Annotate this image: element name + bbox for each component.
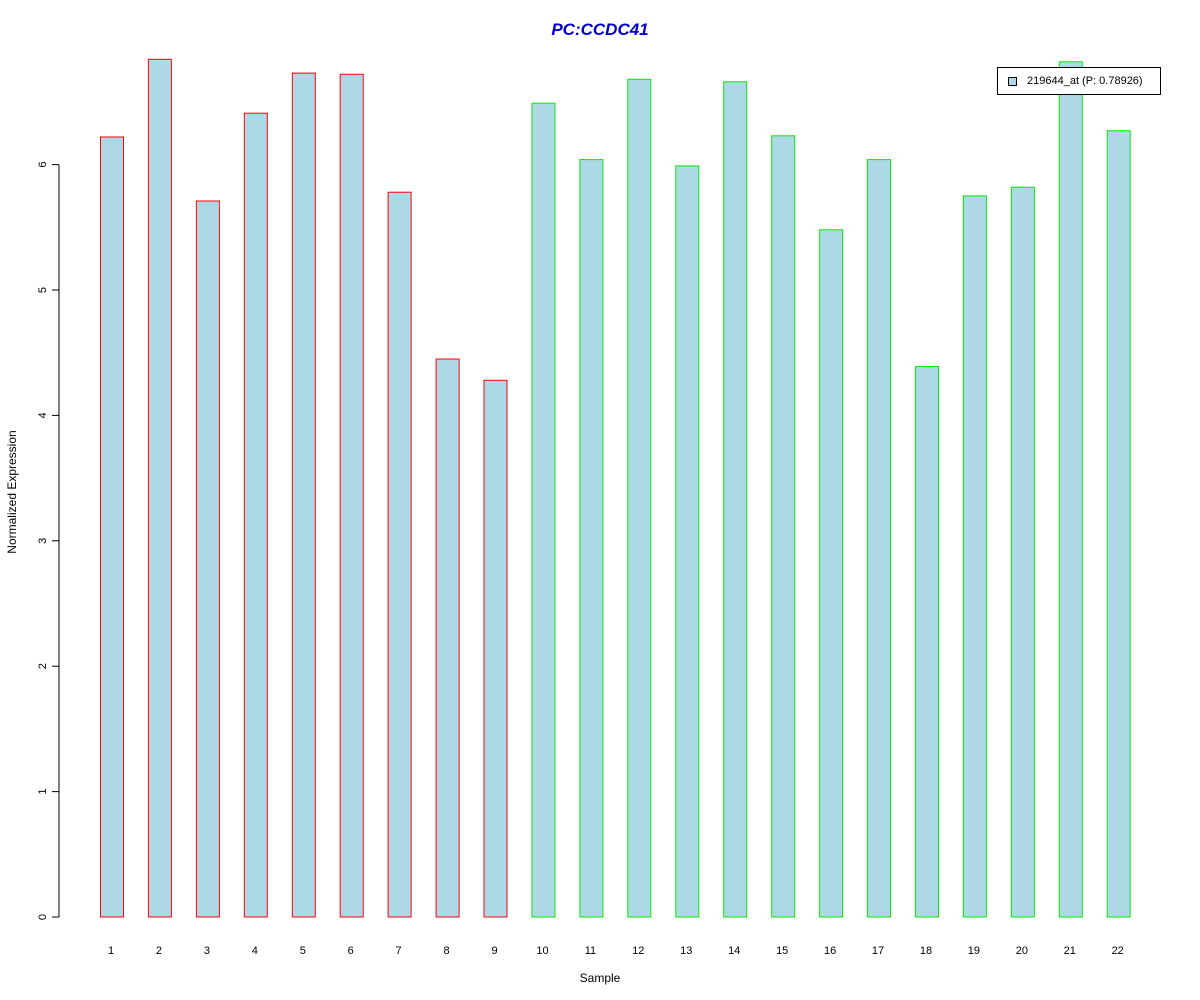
x-tick-label: 20 [1016, 945, 1028, 957]
x-tick-label: 7 [396, 945, 402, 957]
y-axis-label: Normalized Expression [5, 430, 19, 554]
x-tick-label: 11 [585, 945, 596, 957]
bar-sample-21 [1058, 61, 1083, 918]
bar-sample-19 [962, 195, 987, 918]
x-tick-label: 5 [300, 945, 306, 957]
x-tick-label: 6 [348, 945, 354, 957]
bar-sample-15 [771, 135, 796, 918]
bar-sample-14 [723, 81, 748, 918]
x-axis-label: Sample [579, 971, 621, 985]
bar-sample-7 [387, 191, 412, 918]
x-tick-label: 17 [872, 945, 884, 957]
x-tick-label: 12 [632, 945, 644, 957]
x-tick-label: 15 [776, 945, 788, 957]
y-tick-label: 3 [37, 538, 49, 544]
x-tick-label: 1 [108, 945, 114, 957]
bar-sample-6 [339, 73, 364, 918]
bar-sample-4 [243, 112, 268, 918]
legend: 219644_at (P: 0.78926) [997, 67, 1161, 95]
bar-sample-11 [579, 159, 604, 918]
legend-swatch [1008, 76, 1017, 86]
y-tick-label: 6 [37, 162, 49, 168]
y-tick-label: 1 [37, 789, 49, 795]
bar-sample-18 [915, 366, 939, 918]
bar-sample-1 [100, 136, 124, 918]
bar-sample-16 [819, 229, 844, 918]
bar-sample-20 [1010, 186, 1035, 918]
x-tick-label: 2 [156, 945, 162, 957]
bar-sample-5 [291, 72, 316, 918]
x-tick-label: 10 [536, 945, 548, 957]
bars [100, 58, 1131, 918]
bar-sample-22 [1106, 130, 1131, 918]
y-tick-label: 2 [37, 663, 49, 669]
bar-sample-17 [867, 159, 891, 918]
chart-title: PC:CCDC41 [551, 20, 649, 39]
y-tick-label: 0 [37, 914, 49, 920]
x-tick-label: 9 [491, 945, 497, 957]
x-tick-label: 21 [1064, 945, 1076, 957]
x-tick-label: 16 [824, 945, 836, 957]
x-tick-label: 13 [680, 945, 692, 957]
bar-sample-2 [147, 58, 172, 918]
bar-sample-9 [483, 379, 508, 918]
x-tick-label: 22 [1112, 945, 1124, 957]
y-tick-label: 4 [37, 412, 49, 418]
legend-label: 219644_at (P: 0.78926) [1027, 75, 1143, 87]
x-tick-label: 3 [204, 945, 210, 957]
x-tick-label: 19 [968, 945, 980, 957]
bar-sample-13 [675, 165, 700, 918]
x-tick-labels: 1 2 3 4 5 6 7 8 9 10 11 12 13 14 15 16 17 18 19 20 21 22 [108, 945, 1124, 957]
bar-sample-8 [435, 358, 460, 918]
bar-sample-10 [531, 102, 556, 918]
x-tick-label: 18 [920, 945, 932, 957]
x-tick-label: 8 [444, 945, 450, 957]
x-tick-label: 4 [252, 945, 258, 957]
bar-sample-3 [195, 200, 220, 918]
y-axis: 0 1 2 3 4 5 6 [37, 162, 60, 920]
bar-sample-12 [627, 78, 652, 918]
x-tick-label: 14 [728, 945, 740, 957]
y-tick-label: 5 [37, 287, 49, 293]
